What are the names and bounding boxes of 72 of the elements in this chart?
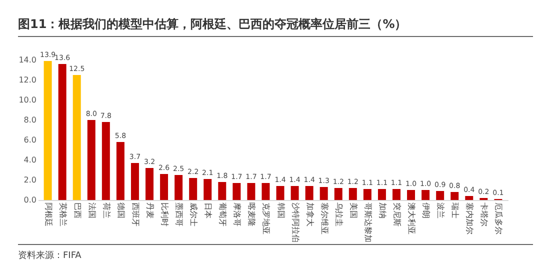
x-tick-label: 日本: [204, 202, 213, 218]
x-tick-label: 克罗地亚: [262, 202, 271, 234]
bar: [44, 61, 52, 200]
bar: [407, 190, 416, 200]
y-tick-label: 0.0: [24, 196, 36, 204]
bar: [290, 186, 299, 200]
bar: [392, 189, 400, 200]
x-tick-label: 法国: [87, 202, 96, 218]
x-tick-label: 哥斯达黎加: [363, 202, 372, 242]
x-tick-label: 美国: [348, 202, 358, 218]
bar: [422, 190, 430, 200]
bar: [363, 189, 372, 200]
x-tick-label: 乌拉圭: [334, 202, 344, 226]
bar: [58, 64, 66, 200]
x-tick-label: 塞内加尔: [465, 202, 474, 234]
x-tick-label: 韩国: [276, 202, 286, 218]
bar: [305, 186, 314, 200]
y-tick-label: 2.0: [24, 176, 36, 184]
y-tick-label: 6.0: [24, 136, 36, 144]
y-tick-label: 4.0: [24, 156, 36, 164]
x-tick-label: 巴西: [72, 202, 82, 218]
bar: [348, 188, 357, 200]
bar: [276, 186, 284, 200]
x-tick-label: 墨西哥: [174, 202, 184, 226]
x-tick-label: 加拿大: [305, 202, 314, 226]
x-tick-label: 加纳: [378, 202, 387, 218]
chart-title: 图11：根据我们的模型中估算，阿根廷、巴西的夺冠概率位居前三（%）: [18, 16, 533, 37]
y-tick-label: 12.0: [18, 76, 36, 84]
x-tick-label: 英格兰: [58, 202, 68, 226]
x-tick-label: 突尼斯: [392, 202, 402, 226]
x-tick-label: 沙特阿拉伯: [290, 202, 300, 242]
y-tick-label: 10.0: [18, 96, 36, 104]
bar: [436, 191, 444, 200]
x-tick-label: 塞尔维亚: [320, 202, 329, 234]
bar: [174, 175, 183, 200]
bar: [334, 188, 342, 200]
x-tick-label: 瑞士: [450, 202, 460, 218]
x-tick-label: 摩洛哥: [232, 202, 242, 226]
bar: [232, 183, 241, 200]
x-tick-label: 波兰: [436, 202, 446, 218]
bar: [102, 122, 110, 200]
bar: [146, 168, 154, 200]
x-tick-label: 丹麦: [146, 202, 155, 218]
x-tick-label: 澳大利亚: [407, 202, 416, 234]
bar: [218, 182, 226, 200]
bar: [116, 142, 124, 200]
x-tick-label: 阿根廷: [44, 202, 53, 226]
y-tick-label: 14.0: [18, 56, 36, 64]
x-tick-label: 卡塔尔: [480, 202, 489, 226]
x-tick-label: 伊朗: [422, 202, 431, 218]
text: 资料来源：FIFA: [18, 244, 533, 262]
x-tick-label: 比利时: [160, 202, 170, 226]
bar: [378, 189, 386, 200]
bar: [87, 120, 96, 200]
bar: [465, 196, 474, 200]
x-tick-label: 葡萄牙: [218, 202, 228, 226]
bar: [189, 178, 198, 200]
bar: [160, 174, 168, 200]
bar: [130, 163, 139, 200]
x-tick-label: 西班牙: [130, 202, 140, 226]
bar: [72, 75, 81, 200]
bar: [450, 192, 459, 200]
bar: [247, 183, 256, 200]
x-tick-label: 喀麦隆: [247, 202, 256, 226]
bar: [262, 183, 270, 200]
x-tick-label: 德国: [116, 202, 126, 218]
x-tick-label: 厄瓜多尔: [494, 202, 504, 234]
bar: [204, 179, 212, 200]
x-tick-label: 荷兰: [102, 202, 111, 218]
x-tick-label: 威尔士: [189, 202, 198, 226]
bar: [320, 187, 328, 200]
y-tick-label: 8.0: [24, 116, 36, 124]
